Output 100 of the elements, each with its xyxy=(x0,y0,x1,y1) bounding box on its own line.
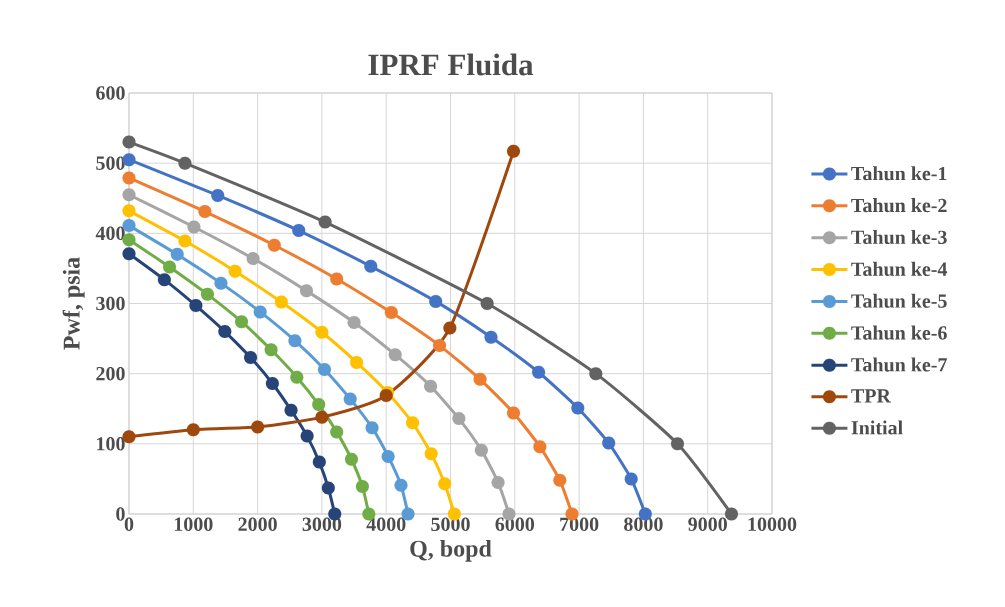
point xyxy=(170,247,184,261)
point xyxy=(292,223,306,238)
point xyxy=(211,188,225,202)
point xyxy=(189,299,203,313)
legend-label: Tahun ke-6 xyxy=(851,325,947,340)
point xyxy=(491,475,505,489)
point xyxy=(264,343,278,357)
point xyxy=(178,156,192,170)
point xyxy=(312,455,326,469)
legend-label: Tahun ke-4 xyxy=(851,261,948,276)
point xyxy=(355,480,369,494)
y-tick-label: 300 xyxy=(96,296,125,311)
point xyxy=(300,429,314,443)
point xyxy=(122,204,136,218)
point xyxy=(424,447,438,461)
point xyxy=(484,330,498,344)
y-axis-title: Pwf, psia xyxy=(62,257,85,350)
x-tick-label: 8000 xyxy=(624,517,663,532)
legend-label: Tahun ke-1 xyxy=(851,166,947,181)
point xyxy=(474,443,488,457)
point xyxy=(253,305,267,319)
point xyxy=(265,376,279,391)
point xyxy=(429,294,443,308)
point xyxy=(533,440,547,454)
legend-label: TPR xyxy=(851,389,892,403)
point xyxy=(553,473,567,487)
point xyxy=(218,324,232,339)
chart-title: IPRF Fluida xyxy=(368,53,534,76)
point xyxy=(330,425,344,439)
point xyxy=(251,420,265,434)
point xyxy=(234,315,249,329)
point xyxy=(178,234,192,248)
x-axis-title: Q, bopd xyxy=(410,539,492,562)
point xyxy=(330,272,344,286)
point xyxy=(443,321,457,335)
x-tick-label: 5000 xyxy=(431,517,470,532)
y-tick-label: 0 xyxy=(116,507,125,521)
y-tick-label: 200 xyxy=(96,366,125,381)
point xyxy=(381,449,395,464)
point xyxy=(267,238,281,252)
point xyxy=(214,276,228,290)
point xyxy=(532,365,546,379)
point xyxy=(473,372,487,386)
legend-label: Tahun ke-3 xyxy=(851,229,947,245)
point xyxy=(480,296,494,311)
x-tick-label: 3000 xyxy=(302,517,342,532)
point xyxy=(365,421,379,435)
point xyxy=(347,315,361,329)
point xyxy=(624,472,638,486)
y-tick-label: 400 xyxy=(95,226,125,241)
point xyxy=(162,260,177,274)
legend-label: Tahun ke-2 xyxy=(851,198,947,213)
x-tick-label: 6000 xyxy=(495,517,535,532)
point xyxy=(424,379,438,393)
point xyxy=(157,273,171,287)
point xyxy=(317,362,332,377)
point xyxy=(243,350,258,365)
point xyxy=(350,355,364,369)
point xyxy=(187,220,201,234)
point xyxy=(288,334,302,348)
point xyxy=(299,284,314,298)
point xyxy=(122,171,136,185)
point xyxy=(438,477,452,491)
point xyxy=(228,264,242,278)
point xyxy=(318,215,332,229)
point xyxy=(290,370,304,384)
x-tick-label: 10000 xyxy=(748,517,797,532)
legend-label: Tahun ke-7 xyxy=(851,357,947,372)
point xyxy=(122,247,136,261)
point xyxy=(344,452,359,466)
point xyxy=(506,144,521,158)
point xyxy=(321,481,335,495)
point xyxy=(571,401,585,415)
point xyxy=(312,397,326,412)
point xyxy=(315,410,329,424)
point xyxy=(506,406,521,420)
point xyxy=(452,412,466,426)
point xyxy=(186,423,200,437)
x-tick-label: 7000 xyxy=(560,517,599,532)
point xyxy=(315,325,329,339)
point xyxy=(433,339,447,353)
point xyxy=(198,205,212,219)
x-tick-label: 4000 xyxy=(366,517,406,532)
point xyxy=(343,392,357,406)
point xyxy=(602,436,616,450)
point xyxy=(670,437,685,451)
x-tick-label: 2000 xyxy=(238,517,277,532)
x-tick-label: 1000 xyxy=(174,517,213,532)
point xyxy=(246,252,260,266)
point xyxy=(388,348,402,362)
legend-label: Tahun ke-5 xyxy=(851,293,947,308)
y-tick-label: 500 xyxy=(96,156,125,170)
x-tick-label: 9000 xyxy=(688,517,727,532)
point xyxy=(200,287,215,301)
point xyxy=(274,295,288,309)
point xyxy=(394,478,408,492)
y-tick-label: 600 xyxy=(96,86,125,100)
point xyxy=(284,403,298,417)
point xyxy=(122,188,136,202)
y-tick-label: 100 xyxy=(97,437,125,451)
